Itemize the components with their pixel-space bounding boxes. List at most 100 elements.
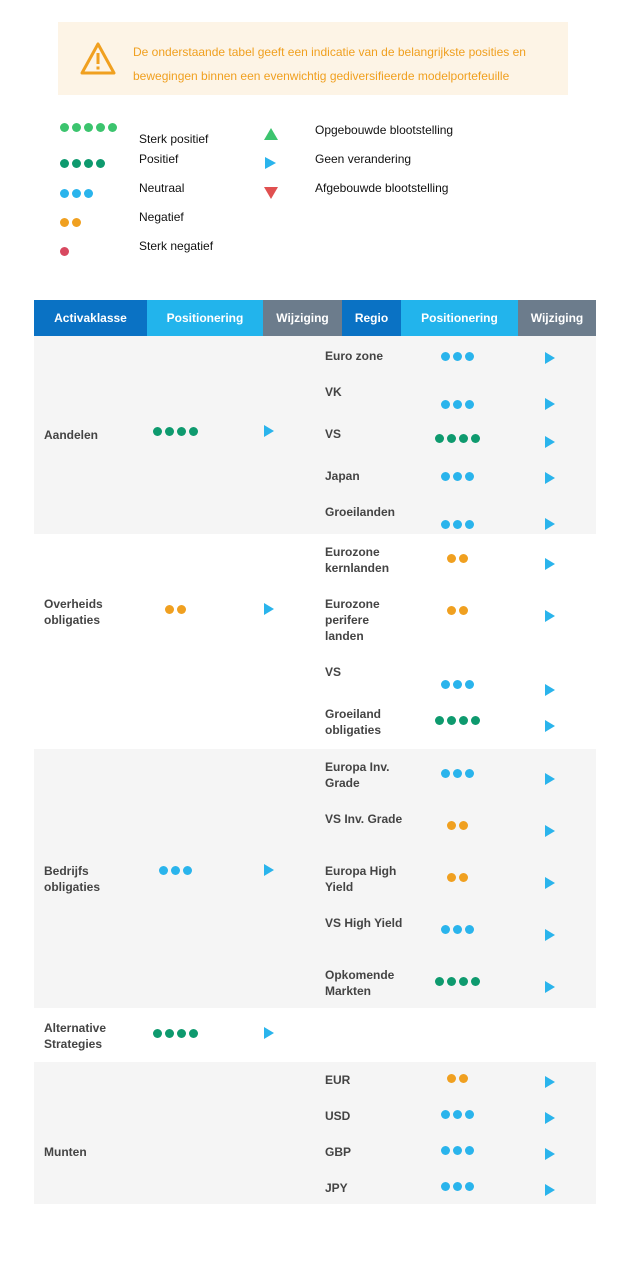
region-label: VS High Yield (325, 916, 403, 930)
table-group: Bedrijfs obligaties Europa Inv. Grade VS I… (34, 749, 596, 1008)
table-group: Overheids obligaties Eurozone kernlanden E… (34, 534, 596, 749)
legend-label-geen-verandering: Geen verandering (315, 152, 412, 166)
rating-dot (464, 472, 474, 481)
region-label: Euro zone (325, 349, 384, 363)
rating-dot (152, 427, 162, 436)
legend-dots-sterk-positief (60, 123, 117, 132)
rating-dot (164, 1029, 174, 1038)
legend-label-positief: Positief (139, 152, 179, 166)
rating-dot (440, 925, 450, 934)
region-positioning (446, 1074, 468, 1083)
region-label: Eurozone kernlanden (325, 545, 390, 575)
asset-class-positioning (152, 427, 198, 436)
rating-dot (440, 680, 450, 689)
triangle-right-icon (545, 472, 555, 484)
rating-dot (176, 605, 186, 614)
header-wijziging-regio: Wijziging (518, 300, 596, 336)
region-label: VK (325, 385, 342, 399)
rating-dot (434, 977, 444, 986)
region-positioning (440, 472, 474, 481)
rating-dot (176, 427, 186, 436)
triangle-right-icon (545, 352, 555, 364)
rating-dot (440, 472, 450, 481)
rating-dot (188, 427, 198, 436)
triangle-right-icon (264, 603, 274, 615)
rating-dot (452, 520, 462, 529)
rating-dot (452, 400, 462, 409)
triangle-right-icon (545, 684, 555, 696)
asset-class-positioning (158, 866, 192, 875)
rating-dot (164, 427, 174, 436)
rating-dot (458, 1074, 468, 1083)
rating-dot (182, 866, 192, 875)
region-label: VS Inv. Grade (325, 812, 403, 826)
region-label: Japan (325, 469, 360, 483)
triangle-right-icon (545, 398, 555, 410)
legend-label-opgebouwd: Opgebouwde blootstelling (315, 123, 454, 137)
rating-dot (458, 554, 468, 563)
triangle-right-icon (545, 877, 555, 889)
triangle-right-icon (545, 610, 555, 622)
legend-label-negatief: Negatief (139, 210, 184, 224)
rating-dot (440, 1110, 450, 1119)
notice-box: De onderstaande tabel geeft een indicati… (58, 22, 568, 95)
region-label: Eurozone perifere landen (325, 597, 380, 643)
triangle-right-icon (545, 436, 555, 448)
rating-dot (452, 1110, 462, 1119)
region-label: VS (325, 427, 342, 441)
region-positioning (446, 554, 468, 563)
table-group: Munten EUR USD GBP JPY (34, 1062, 596, 1204)
rating-dot (446, 1074, 456, 1083)
rating-dot (464, 769, 474, 778)
table-group: Aandelen Euro zone VK VS Japan Groeilanden (34, 336, 596, 534)
rating-dot (458, 606, 468, 615)
header-regio: Regio (342, 300, 401, 336)
legend-label-sterk-negatief: Sterk negatief (139, 239, 214, 253)
header-activaklasse: Activaklasse (34, 300, 147, 336)
triangle-right-icon (545, 929, 555, 941)
rating-dot (464, 520, 474, 529)
rating-dot (452, 680, 462, 689)
triangle-right-icon (265, 157, 276, 169)
region-positioning (434, 434, 480, 443)
region-label: Groeilanden (325, 505, 396, 519)
header-wijziging: Wijziging (263, 300, 342, 336)
rating-dot (470, 977, 480, 986)
rating-dot (446, 434, 456, 443)
rating-dot (464, 1110, 474, 1119)
rating-dot (452, 472, 462, 481)
region-positioning (440, 352, 474, 361)
rating-dot (452, 352, 462, 361)
region-positioning (446, 821, 468, 830)
region-label: Europa High Yield (325, 864, 397, 894)
warning-icon (80, 42, 116, 75)
asset-class-positioning (164, 605, 186, 614)
rating-dot (458, 873, 468, 882)
region-label: USD (325, 1109, 351, 1123)
region-positioning (440, 1182, 474, 1191)
rating-dot (458, 716, 468, 725)
rating-dot (452, 925, 462, 934)
triangle-down-icon (264, 187, 278, 199)
rating-dot (446, 554, 456, 563)
rating-dot (458, 434, 468, 443)
region-label: Europa Inv. Grade (325, 760, 390, 790)
region-positioning (440, 1110, 474, 1119)
header-positionering: Positionering (147, 300, 263, 336)
rating-dot (452, 769, 462, 778)
rating-dot (464, 352, 474, 361)
region-label: Groeiland obligaties (325, 707, 382, 737)
rating-dot (170, 866, 180, 875)
rating-dot (434, 716, 444, 725)
region-positioning (440, 520, 474, 529)
rating-dot (464, 680, 474, 689)
rating-dot (440, 352, 450, 361)
triangle-up-icon (264, 128, 278, 140)
rating-dot (464, 1182, 474, 1191)
triangle-right-icon (545, 1112, 555, 1124)
rating-dot (446, 977, 456, 986)
triangle-right-icon (264, 1027, 274, 1039)
region-positioning (440, 769, 474, 778)
triangle-right-icon (545, 981, 555, 993)
region-label: GBP (325, 1145, 352, 1159)
